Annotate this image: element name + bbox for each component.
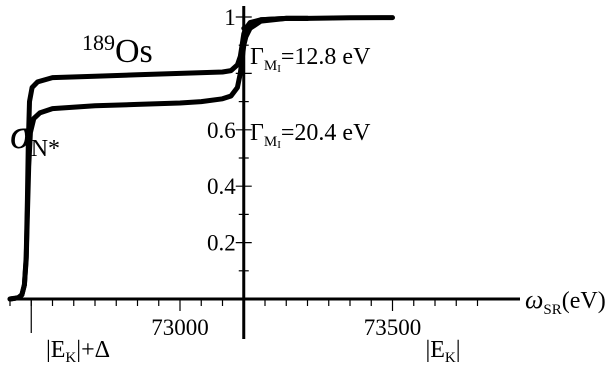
saturation-tail-line: [241, 15, 395, 31]
y-axis-label: σN*: [10, 112, 60, 162]
x-axis-label: ωSR(eV): [525, 285, 606, 318]
x-label-ek: |EK|: [425, 337, 460, 366]
y-tick-label: 0.4: [207, 174, 236, 199]
y-tick-label: 0.6: [207, 118, 236, 143]
series-2-line: [7, 15, 310, 302]
x-tick-label: 73000: [151, 315, 209, 340]
y-tick-label: 1: [224, 5, 236, 30]
series-2-annotation: ΓMI=20.4 eV: [250, 120, 371, 151]
curves: [7, 15, 395, 302]
x-label-ek-plus-delta: |EK|+Δ: [46, 337, 110, 366]
y-tick-label: 0.2: [207, 231, 236, 256]
x-tick-label: 73500: [364, 315, 422, 340]
series-1-annotation: ΓMI=12.8 eV: [250, 44, 371, 75]
axes: 73000 73500 0.2 0.4 0.6 1: [9, 5, 520, 340]
isotope-label: 189Os: [82, 30, 153, 70]
